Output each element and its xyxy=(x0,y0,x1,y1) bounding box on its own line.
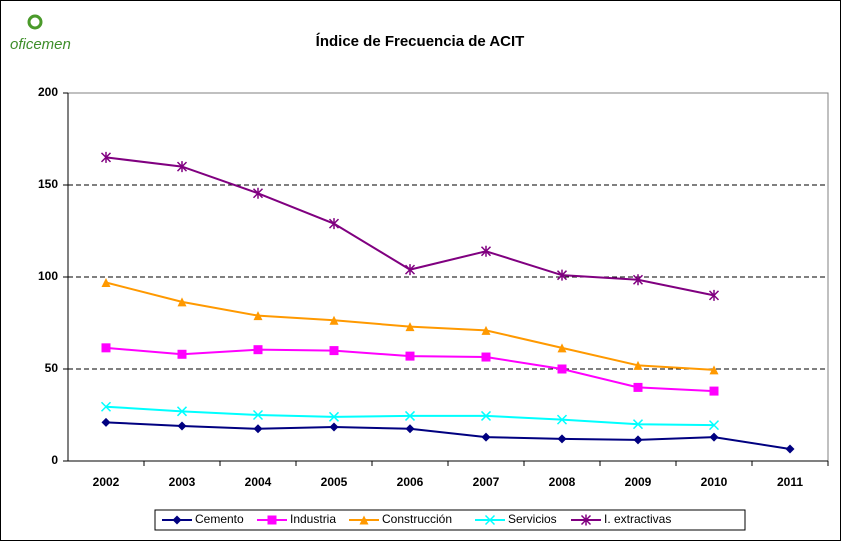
data-point xyxy=(404,410,416,421)
y-tick-label: 0 xyxy=(51,453,58,467)
data-point xyxy=(252,409,264,421)
series-line xyxy=(105,421,791,451)
data-point xyxy=(405,424,415,434)
data-point xyxy=(405,322,415,332)
data-point xyxy=(177,349,187,359)
x-tick-label: 2006 xyxy=(397,475,424,489)
data-point xyxy=(253,345,263,355)
data-point xyxy=(481,352,491,362)
data-point xyxy=(328,218,340,230)
data-point xyxy=(708,289,720,301)
legend-label: Construcción xyxy=(382,512,452,526)
x-tick-label: 2008 xyxy=(549,475,576,489)
y-tick-label: 100 xyxy=(38,269,58,283)
data-point xyxy=(101,417,111,427)
data-point xyxy=(481,432,491,442)
x-tick-label: 2002 xyxy=(93,475,120,489)
data-point xyxy=(253,311,263,321)
x-tick-label: 2011 xyxy=(777,475,803,489)
data-point xyxy=(329,422,339,432)
data-point xyxy=(101,278,111,288)
data-point xyxy=(405,351,415,361)
x-tick-label: 2009 xyxy=(625,475,652,489)
data-point xyxy=(632,419,644,430)
x-tick-label: 2003 xyxy=(169,475,196,489)
legend-marker xyxy=(359,515,369,525)
x-tick-label: 2007 xyxy=(473,475,500,489)
data-point xyxy=(557,343,567,353)
data-point xyxy=(633,360,643,370)
data-point xyxy=(709,386,719,396)
legend-marker xyxy=(267,515,277,525)
data-point xyxy=(100,151,112,163)
data-point xyxy=(481,325,491,335)
data-point xyxy=(785,444,795,454)
data-point xyxy=(100,401,112,412)
data-point xyxy=(633,435,643,445)
data-point xyxy=(709,432,719,442)
legend-box xyxy=(154,509,746,531)
data-point xyxy=(252,187,264,199)
data-point xyxy=(632,274,644,286)
logo-icon xyxy=(27,14,43,30)
data-point xyxy=(708,420,720,431)
logo: oficemen xyxy=(10,36,71,53)
chart-title: Índice de Frecuencia de ACIT xyxy=(316,33,525,50)
legend-label: Servicios xyxy=(508,512,557,526)
data-point xyxy=(557,434,567,444)
legend-marker xyxy=(172,515,182,525)
x-tick-label: 2005 xyxy=(321,475,348,489)
y-tick-label: 200 xyxy=(38,85,58,99)
data-point xyxy=(328,411,340,422)
data-point xyxy=(177,421,187,431)
data-point xyxy=(176,161,188,173)
data-point xyxy=(329,346,339,356)
data-point xyxy=(633,382,643,392)
data-point xyxy=(176,406,188,417)
data-point xyxy=(329,315,339,325)
data-point xyxy=(253,424,263,434)
data-point xyxy=(101,343,111,353)
x-tick-label: 2010 xyxy=(701,475,728,489)
legend-label: Cemento xyxy=(195,512,244,526)
data-point xyxy=(709,365,719,375)
data-point xyxy=(480,410,492,421)
legend-marker xyxy=(484,514,496,526)
y-tick-label: 50 xyxy=(45,361,59,375)
legend-marker xyxy=(580,514,592,526)
legend-label: Industria xyxy=(290,512,336,526)
data-point xyxy=(556,269,568,281)
data-point xyxy=(557,364,567,374)
legend-label: I. extractivas xyxy=(604,512,671,526)
data-point xyxy=(404,264,416,276)
data-point xyxy=(177,297,187,307)
x-tick-label: 2004 xyxy=(245,475,272,489)
y-tick-label: 150 xyxy=(38,177,58,191)
data-point xyxy=(556,414,568,425)
data-point xyxy=(480,245,492,257)
